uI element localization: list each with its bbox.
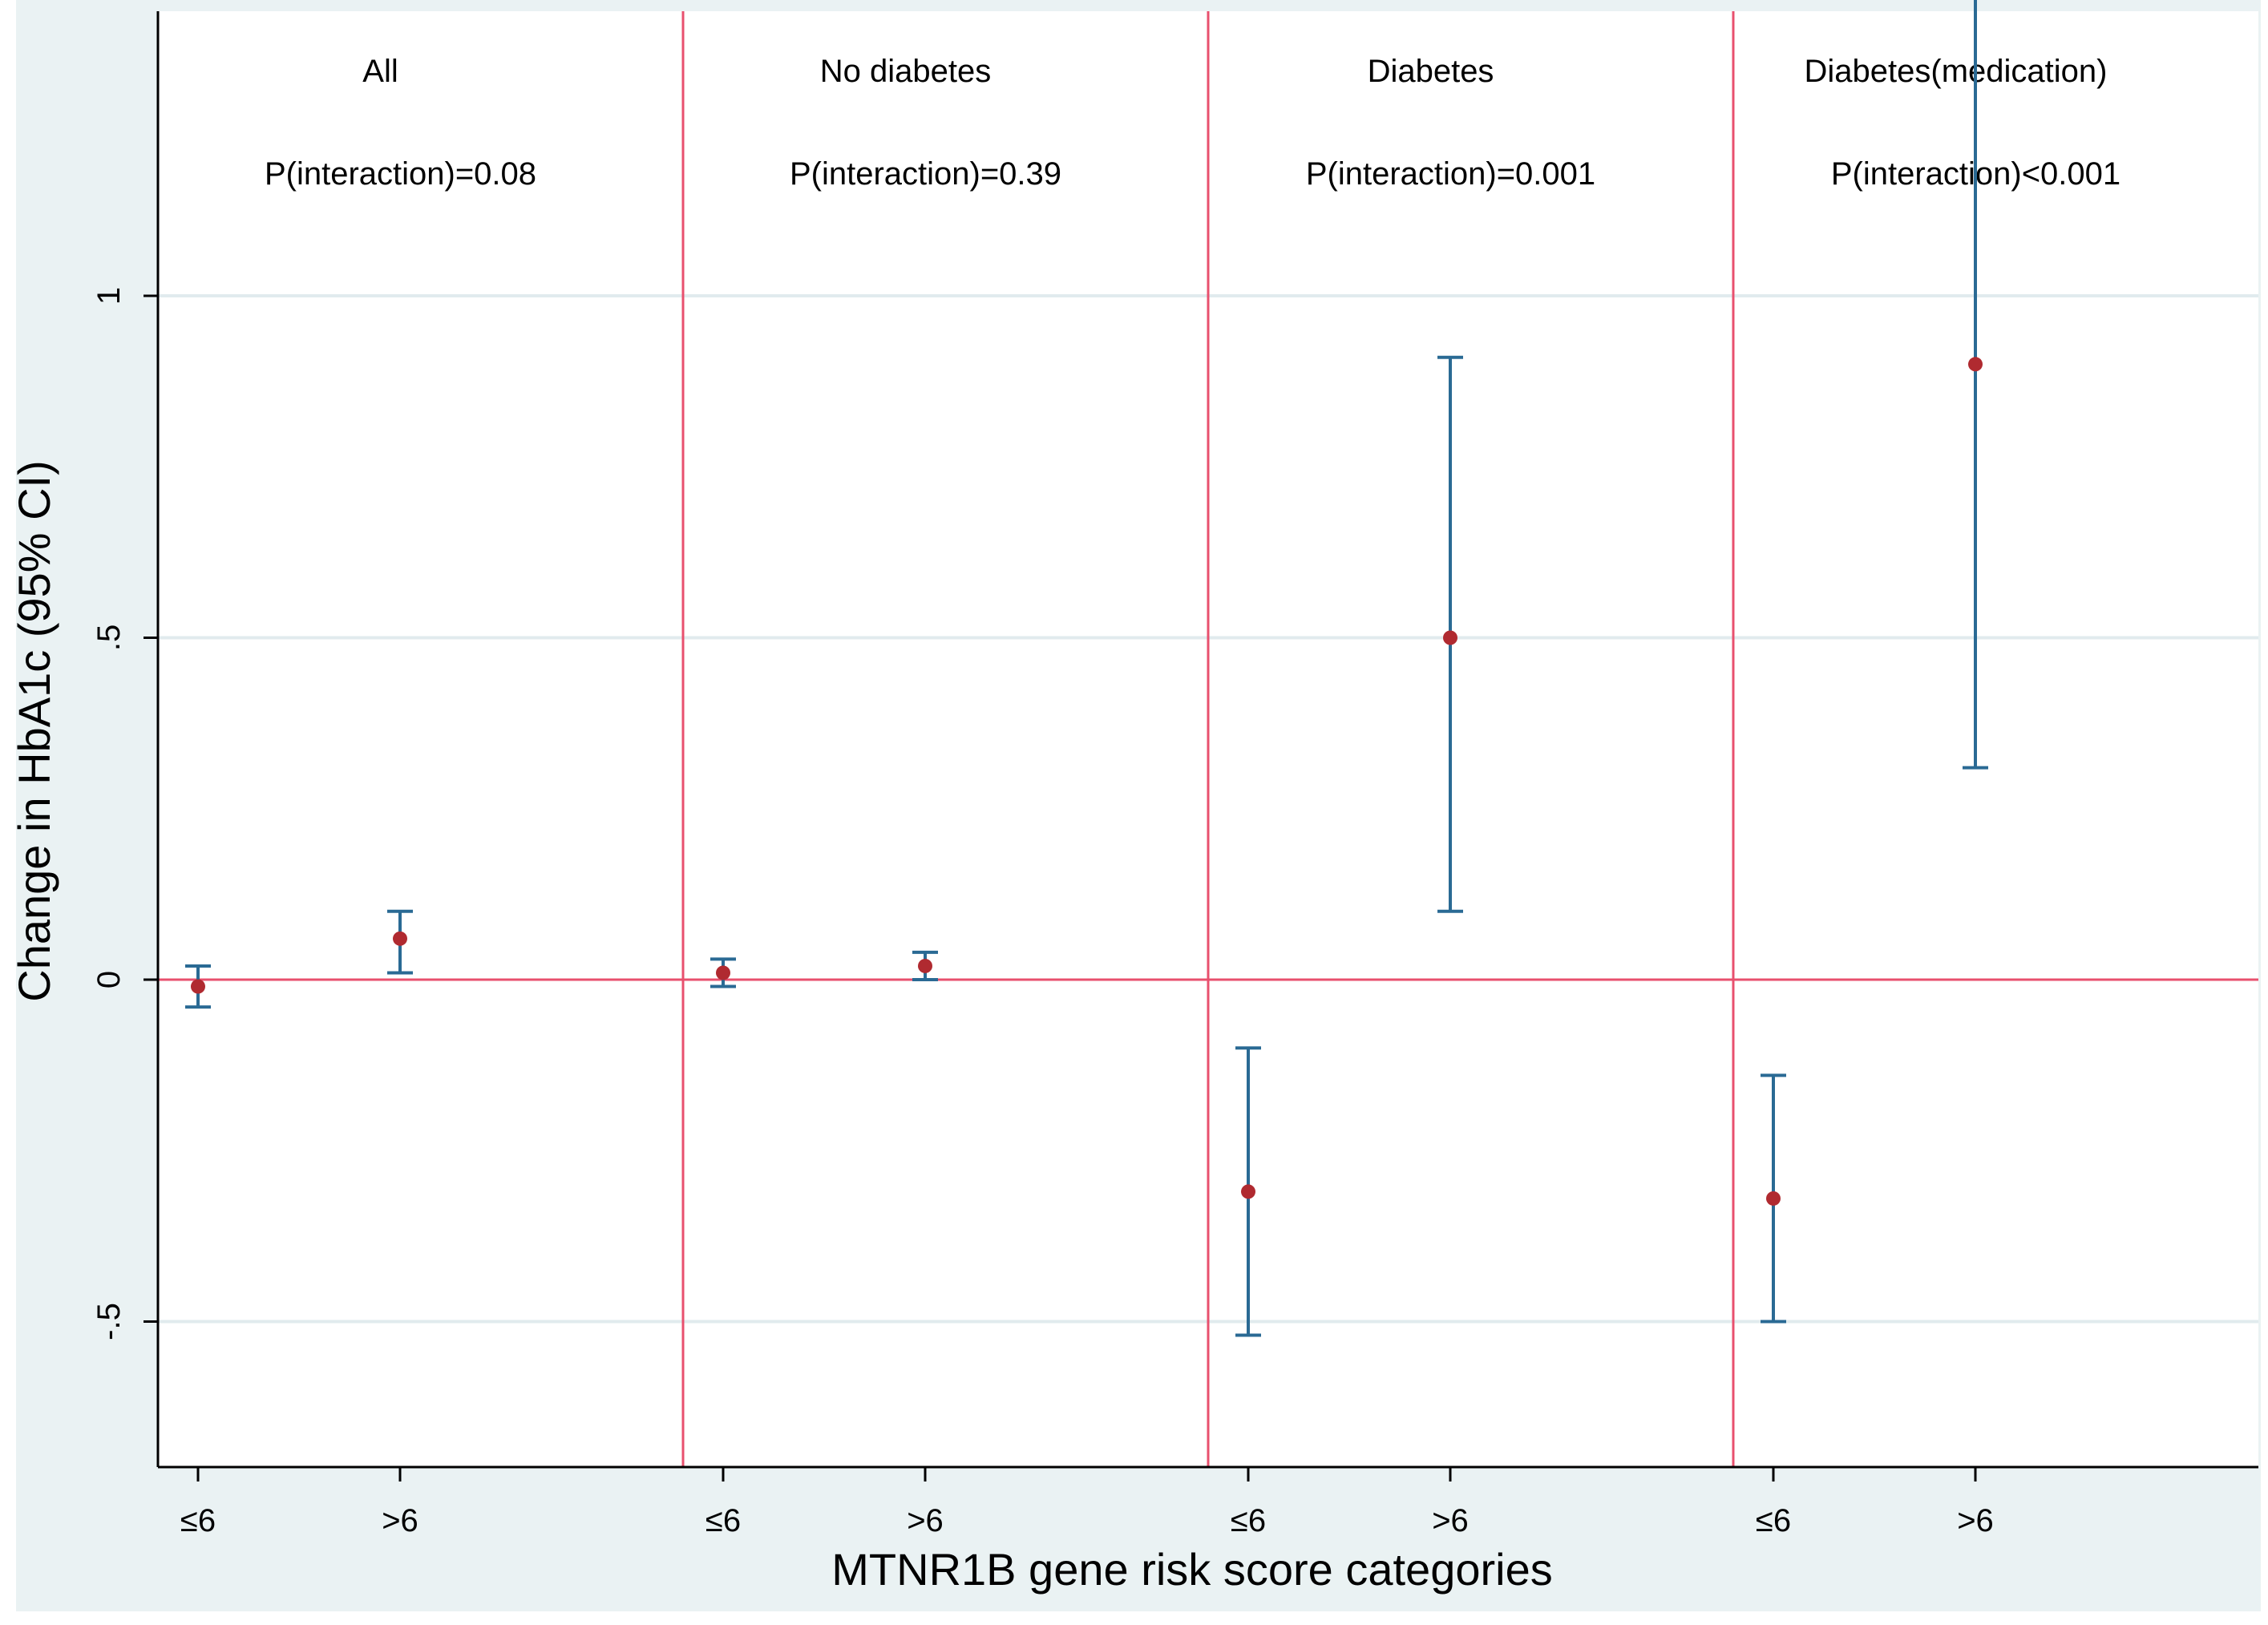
- panel-dividers: [681, 11, 1735, 1467]
- panel-title-1: No diabetes: [820, 54, 991, 89]
- data-marks: [185, 0, 1988, 1337]
- x-axis-ticks: ≤6 >6 ≤6 >6 ≤6 >6 ≤6 >6: [180, 1467, 1994, 1538]
- x-tick-label-2-1: >6: [1432, 1503, 1469, 1538]
- x-tick-label-2-0: ≤6: [1231, 1503, 1266, 1538]
- x-tick-label-0-1: >6: [382, 1503, 418, 1538]
- x-tick-label-3-1: >6: [1957, 1503, 1994, 1538]
- x-tick-label-1-1: >6: [907, 1503, 944, 1538]
- panel-labels: All P(interaction)=0.08 No diabetes P(inter…: [265, 54, 2120, 192]
- point-estimate-3-0: [1766, 1190, 1781, 1206]
- y-tick-label-3: 1: [91, 287, 127, 305]
- point-estimate-3-1: [1968, 357, 1983, 372]
- point-estimate-0-1: [393, 931, 407, 946]
- point-estimate-2-1: [1443, 630, 1457, 645]
- x-tick-label-3-0: ≤6: [1756, 1503, 1791, 1538]
- axes: [156, 11, 2258, 1469]
- point-estimate-1-1: [918, 958, 932, 973]
- panel-title-3: Diabetes(medication): [1805, 54, 2108, 89]
- panel-p-interaction-1: P(interaction)=0.39: [790, 156, 1061, 192]
- y-tick-label-0: -.5: [91, 1303, 127, 1340]
- panel-p-interaction-2: P(interaction)=0.001: [1306, 156, 1595, 192]
- y-tick-label-2: .5: [91, 625, 127, 651]
- x-axis-title: MTNR1B gene risk score categories: [831, 1544, 1552, 1595]
- point-estimate-1-0: [716, 965, 730, 980]
- x-tick-label-0-0: ≤6: [180, 1503, 216, 1538]
- panel-p-interaction-0: P(interaction)=0.08: [265, 156, 536, 192]
- y-axis-ticks: -.50.511.5: [91, 287, 158, 1340]
- y-tick-label-1: 0: [91, 971, 127, 988]
- y-axis-title: Change in HbA1c (95% CI): [9, 460, 59, 1001]
- panel-title-0: All: [362, 54, 398, 89]
- point-estimate-2-0: [1241, 1184, 1255, 1199]
- panel-title-2: Diabetes: [1368, 54, 1494, 89]
- point-estimate-0-0: [191, 979, 205, 994]
- x-tick-label-1-0: ≤6: [705, 1503, 741, 1538]
